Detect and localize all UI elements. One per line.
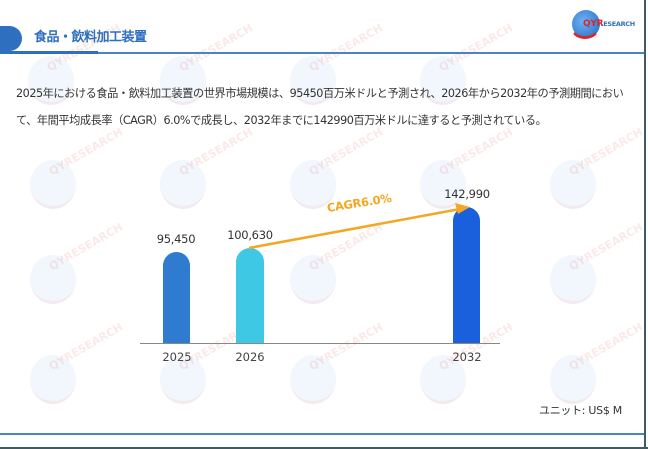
- watermark-logo-icon: QYRESEARCH: [420, 21, 515, 105]
- x-tick-2032: 2032: [452, 350, 482, 364]
- watermark-logo-icon: QYRESEARCH: [30, 125, 125, 209]
- bar-2026: [236, 248, 264, 343]
- watermark-logo-icon: QYRESEARCH: [30, 220, 125, 304]
- watermark-logo-icon: QYRESEARCH: [290, 21, 385, 105]
- bar-value-label-2026: 100,630: [227, 228, 273, 242]
- logo-text: QYRESEARCH: [583, 19, 635, 29]
- bar-2025: [163, 252, 190, 343]
- watermark-logo-icon: QYRESEARCH: [160, 21, 255, 105]
- unit-label: ユニット: US$ M: [539, 404, 622, 417]
- watermark-logo-icon: QYRESEARCH: [290, 125, 385, 209]
- watermark-logo-icon: QYRESEARCH: [420, 125, 515, 209]
- description-line-2: て、年間平均成長率（CAGR）6.0%で成長し、2032年までに142990百万…: [16, 114, 547, 127]
- bar-value-label-2032: 142,990: [444, 187, 490, 201]
- frame-right-border: [644, 0, 646, 449]
- footer-divider: [0, 433, 644, 435]
- description: 2025年における食品・飲料加工装置の世界市場規模は、95450百万米ドルと予測…: [16, 80, 636, 134]
- watermark-logo-icon: QYRESEARCH: [550, 220, 645, 304]
- description-line-1: 2025年における食品・飲料加工装置の世界市場規模は、95450百万米ドルと予測…: [16, 87, 624, 100]
- watermark-logo-icon: QYRESEARCH: [420, 320, 515, 404]
- bar-value-label-2025: 95,450: [156, 232, 196, 246]
- x-tick-2026: 2026: [235, 350, 265, 364]
- logo-swoosh: [570, 13, 600, 39]
- page-title: 食品・飲料加工装置: [34, 30, 147, 45]
- header-divider-accent: [0, 51, 98, 54]
- frame-bottom-border: [0, 447, 648, 449]
- watermark-logo-icon: QYRESEARCH: [160, 320, 255, 404]
- x-tick-2025: 2025: [162, 350, 192, 364]
- qyresearch-logo: QYRESEARCH: [570, 9, 640, 41]
- watermark-logo-icon: QYRESEARCH: [160, 125, 255, 209]
- header-divider: [0, 52, 644, 54]
- x-axis-line: [140, 343, 500, 344]
- watermark-logo-icon: QYRESEARCH: [290, 320, 385, 404]
- bar-2032: [453, 207, 480, 343]
- watermark-logo-icon: QYRESEARCH: [290, 220, 385, 304]
- header-tab-shape: [0, 26, 22, 51]
- watermark-logo-icon: QYRESEARCH: [28, 21, 123, 105]
- watermark-logo-icon: QYRESEARCH: [550, 320, 645, 404]
- watermark-logo-icon: QYRESEARCH: [550, 125, 645, 209]
- watermark-logo-icon: QYRESEARCH: [30, 320, 125, 404]
